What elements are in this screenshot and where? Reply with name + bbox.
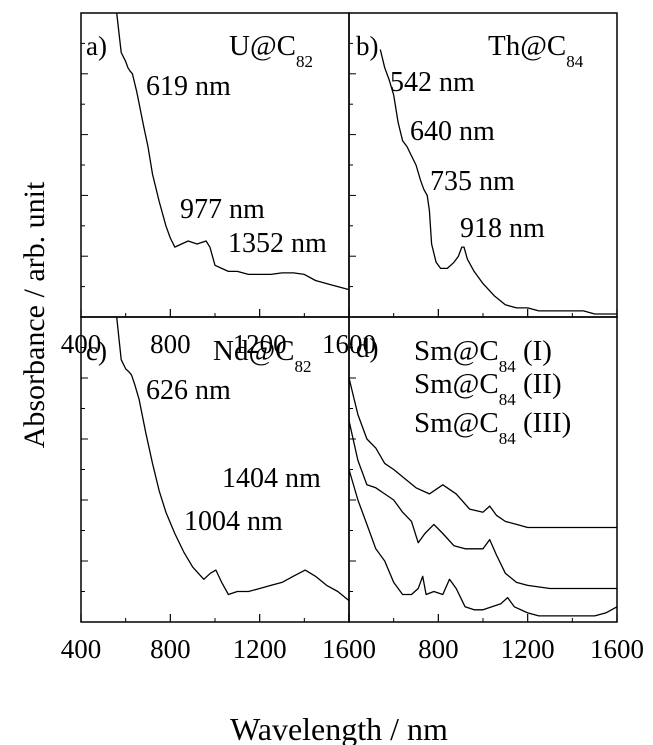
compound-label: Th@C84 [488,30,584,71]
series-line-3 [348,469,618,617]
peak-annotation: 1004 nm [184,506,283,537]
peak-annotation: 1352 nm [228,228,327,259]
panel-label: a) [86,31,107,61]
panel-label: b) [356,31,379,61]
peak-annotation: 626 nm [146,375,231,406]
compound-label: Nd@C82 [213,335,312,376]
peak-annotation: 1404 nm [222,463,321,494]
peak-annotation: 640 nm [410,116,495,147]
peak-annotation: 735 nm [430,166,515,197]
x-tick-label: 800 [150,329,191,359]
x-tick-label: 1200 [501,634,555,664]
series-line-1 [379,49,617,315]
y-axis-label: Absorbance / arb. unit [18,181,51,448]
series-line-1 [116,316,350,602]
x-tick-label: 1200 [233,634,287,664]
legend-entry: Sm@C84 (III) [414,407,571,448]
x-tick-label: 800 [418,634,459,664]
panel-2: b) Th@C84 542 nm 640 nm 735 nm 918 nm [348,12,618,318]
peak-annotation: 977 nm [180,194,265,225]
x-tick-label: 800 [150,634,191,664]
peak-annotation: 918 nm [460,213,545,244]
x-tick-label: 1200 [233,329,287,359]
peak-annotation: 619 nm [146,71,231,102]
peak-annotation: 542 nm [390,67,475,98]
series-line-2 [348,420,617,590]
x-tick-label: 400 [61,634,102,664]
series-line-1 [348,377,617,529]
panel-label: c) [86,336,107,366]
legend-entry: Sm@C84 (I) [414,335,552,376]
compound-label: U@C82 [229,30,313,71]
x-tick-label: 1600 [322,634,376,664]
panel-4: 800 1200 1600 d) Sm@C84 (I)Sm@C84 (II)Sm@C84… [348,316,644,664]
legend-entry: Sm@C84 (II) [414,368,562,409]
series-line-1 [116,12,350,291]
x-axis-label: Wavelength / nm [230,711,448,745]
panel-label: d) [356,333,379,363]
x-tick-label: 1600 [590,634,644,664]
